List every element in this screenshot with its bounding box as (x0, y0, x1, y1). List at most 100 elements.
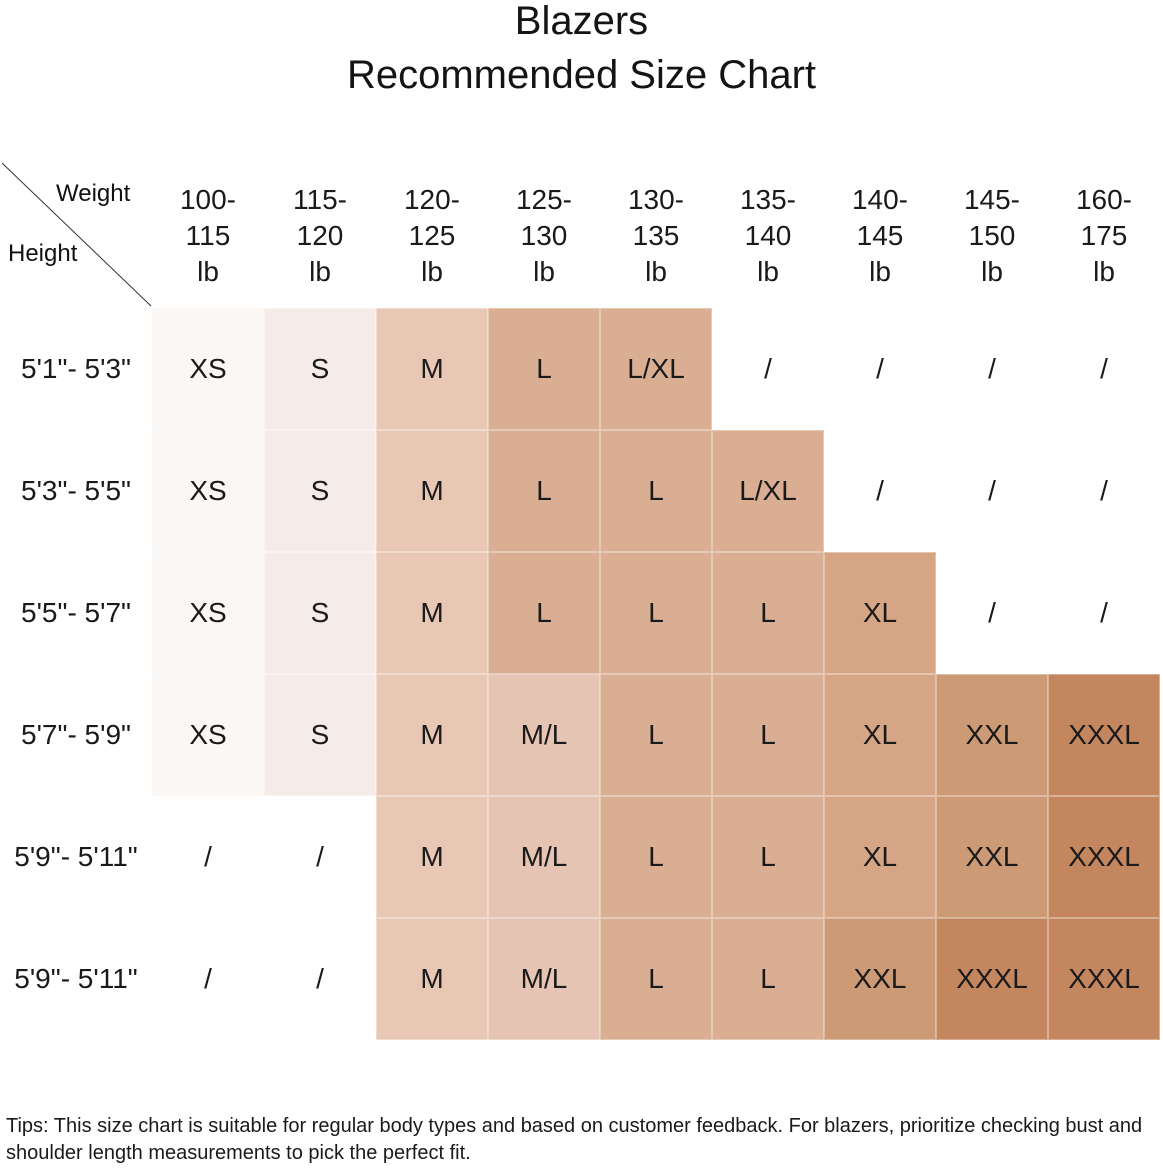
weight-header-line: lb (869, 256, 891, 287)
size-cell: XXXL (936, 918, 1048, 1040)
size-cell: L/XL (600, 308, 712, 430)
diagonal-divider (1, 162, 152, 307)
weight-header-line: 130 (520, 220, 568, 251)
weight-header-line: lb (757, 256, 779, 287)
size-cell: L (488, 308, 600, 430)
size-cell: / (936, 430, 1048, 552)
size-cell: / (936, 552, 1048, 674)
size-cell: / (1048, 308, 1160, 430)
weight-header-line: 120 (296, 220, 344, 251)
weight-header-line: 115 (185, 220, 231, 251)
chart-title: Blazers (514, 0, 649, 43)
size-cell: L (600, 918, 712, 1040)
size-cell: M (376, 918, 488, 1040)
size-cell: L (712, 796, 824, 918)
height-row-header: 5'5"- 5'7" (21, 597, 131, 628)
weight-header-line: 145 (856, 220, 904, 251)
height-row-header: 5'7"- 5'9" (21, 719, 131, 750)
size-cell: M/L (488, 674, 600, 796)
weight-column-header: 135- 140 lb (712, 182, 824, 290)
weight-column-header: 140- 145 lb (824, 182, 936, 290)
weight-column-header: 100- 115 lb (152, 182, 264, 290)
height-row-header: 5'9"- 5'11" (14, 963, 138, 994)
weight-header-line: lb (533, 256, 555, 287)
size-cell: XXXL (1048, 918, 1160, 1040)
size-cell: XL (824, 796, 936, 918)
size-cell: L/XL (712, 430, 824, 552)
size-cell: / (152, 918, 264, 1040)
size-cell: / (1048, 430, 1160, 552)
size-cell: XL (824, 552, 936, 674)
weight-header-line: 115- (293, 184, 347, 215)
size-cell: XS (152, 552, 264, 674)
weight-header-line: 135- (739, 184, 797, 215)
size-cell: / (824, 308, 936, 430)
weight-header-line: 100- (179, 184, 237, 215)
weight-header-line: 160- (1075, 184, 1133, 215)
chart-subtitle: Recommended Size Chart (346, 53, 817, 97)
height-row-header: 5'3"- 5'5" (21, 475, 131, 506)
size-cell: S (264, 430, 376, 552)
size-cell: M (376, 308, 488, 430)
weight-header-line: lb (1093, 256, 1115, 287)
size-cell: XS (152, 430, 264, 552)
size-cell: L (712, 552, 824, 674)
weight-header-line: 130- (627, 184, 685, 215)
size-cell: M (376, 552, 488, 674)
weight-header-line: 150 (968, 220, 1016, 251)
weight-header-line: 145- (963, 184, 1021, 215)
size-cell: L (600, 796, 712, 918)
size-cell: XXXL (1048, 796, 1160, 918)
size-cell: / (264, 796, 376, 918)
size-cell: / (1048, 552, 1160, 674)
size-cell: L (600, 552, 712, 674)
weight-column-header: 115- 120 lb (264, 182, 376, 290)
size-cell: S (264, 552, 376, 674)
size-cell: XL (824, 674, 936, 796)
height-row-header: 5'9"- 5'11" (14, 841, 138, 872)
size-cell: / (152, 796, 264, 918)
size-cell: M (376, 674, 488, 796)
size-cell: L (600, 430, 712, 552)
size-cell: XXXL (1048, 674, 1160, 796)
size-cell: / (264, 918, 376, 1040)
tips-note: Tips: This size chart is suitable for re… (6, 1115, 1143, 1164)
size-cell: M (376, 796, 488, 918)
weight-header-line: 135 (632, 220, 680, 251)
size-cell: / (936, 308, 1048, 430)
size-cell: M (376, 430, 488, 552)
size-cell: L (712, 674, 824, 796)
height-row-header: 5'1"- 5'3" (21, 353, 131, 384)
size-cell: S (264, 674, 376, 796)
weight-header-line: 120- (403, 184, 461, 215)
weight-header-line: lb (197, 256, 219, 287)
weight-header-line: 140 (744, 220, 792, 251)
weight-header-line: lb (981, 256, 1003, 287)
weight-header-line: 125- (515, 184, 573, 215)
weight-axis-label: Weight (56, 180, 131, 207)
size-cell: M/L (488, 918, 600, 1040)
size-cell: XS (152, 674, 264, 796)
corner-header: Weight Height (0, 160, 152, 308)
size-cell: L (488, 430, 600, 552)
weight-column-header: 120- 125 lb (376, 182, 488, 290)
size-cell: / (712, 308, 824, 430)
size-cell: XS (152, 308, 264, 430)
weight-column-header: 145- 150 lb (936, 182, 1048, 290)
weight-header-line: lb (421, 256, 443, 287)
height-axis-label: Height (8, 240, 78, 267)
weight-header-line: lb (309, 256, 331, 287)
size-cell: / (824, 430, 936, 552)
size-cell: XXL (936, 796, 1048, 918)
size-cell: XXL (936, 674, 1048, 796)
weight-header-line: 140- (851, 184, 909, 215)
weight-header-line: 125 (408, 220, 456, 251)
weight-column-header: 125- 130 lb (488, 182, 600, 290)
weight-column-header: 130- 135 lb (600, 182, 712, 290)
weight-column-header: 160- 175 lb (1048, 182, 1160, 290)
size-cell: XXL (824, 918, 936, 1040)
weight-header-line: lb (645, 256, 667, 287)
size-cell: L (600, 674, 712, 796)
size-cell: M/L (488, 796, 600, 918)
size-cell: L (488, 552, 600, 674)
